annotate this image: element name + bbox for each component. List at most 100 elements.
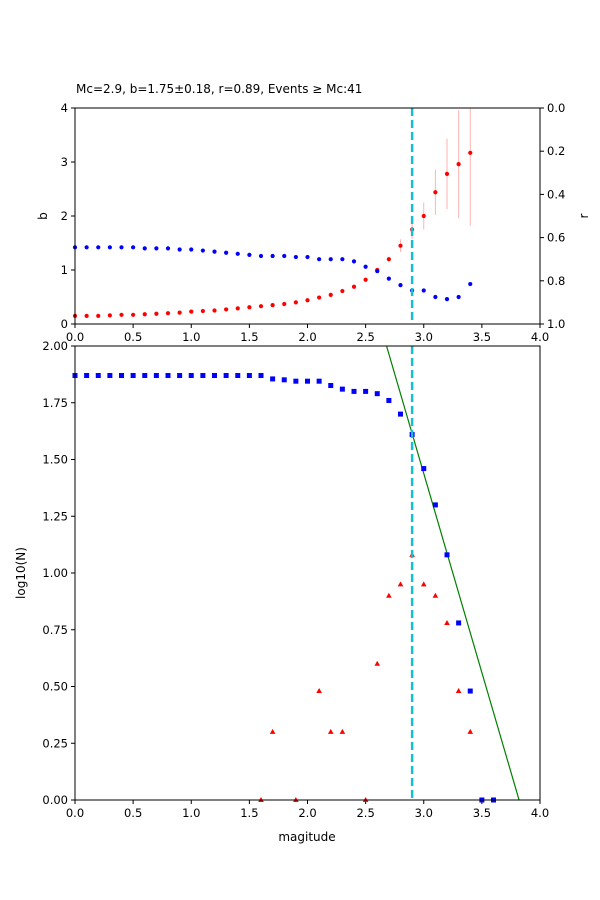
y-tick-label: 4 — [61, 101, 68, 115]
circle-marker — [200, 248, 205, 253]
y2-tick-label: 1.0 — [547, 317, 565, 331]
circle-marker — [96, 313, 101, 318]
circle-marker — [351, 259, 357, 264]
square-marker — [258, 373, 264, 379]
square-marker — [444, 552, 450, 558]
y-axis-title: b — [36, 212, 50, 220]
x-tick-label: 4.0 — [531, 330, 549, 344]
square-marker — [374, 391, 380, 397]
circle-marker — [165, 246, 171, 251]
circle-marker — [165, 311, 171, 316]
circle-marker — [84, 313, 89, 318]
x-tick-label: 0.5 — [124, 330, 142, 344]
y-tick-label: 1.50 — [42, 453, 68, 467]
square-marker — [386, 397, 392, 403]
square-marker — [305, 378, 310, 384]
triangle-marker — [444, 619, 450, 625]
circle-marker — [177, 247, 182, 252]
circle-marker — [84, 245, 89, 250]
triangle-marker — [386, 592, 392, 598]
square-marker — [316, 378, 322, 384]
circle-marker — [142, 312, 147, 317]
circle-marker — [386, 257, 391, 262]
y-axis-title: log10(N) — [14, 547, 28, 599]
chart-title: Mc=2.9, b=1.75±0.18, r=0.89, Events ≥ Mc… — [76, 82, 362, 96]
circle-marker — [328, 292, 333, 297]
y-tick-label: 0.75 — [42, 623, 68, 637]
y-tick-label: 1 — [61, 263, 68, 277]
x-tick-label: 3.0 — [415, 806, 433, 820]
square-marker — [235, 373, 241, 379]
y2-tick-label: 0.8 — [547, 274, 565, 288]
y2-tick-label: 0.2 — [547, 144, 565, 158]
circle-marker — [282, 253, 287, 259]
circle-marker — [154, 246, 159, 251]
triangle-marker — [455, 688, 462, 694]
circle-marker — [375, 268, 380, 274]
square-marker — [246, 373, 252, 379]
square-marker — [281, 377, 287, 383]
y-tick-label: 0 — [61, 317, 68, 331]
circle-marker — [177, 310, 182, 315]
circle-marker — [305, 254, 310, 260]
square-marker — [212, 373, 217, 379]
circle-marker — [421, 288, 426, 293]
square-marker — [363, 388, 369, 394]
circle-marker — [270, 253, 275, 259]
x-tick-label: 2.5 — [356, 806, 374, 820]
x-axis-title: magitude — [278, 830, 335, 844]
circle-marker — [270, 303, 275, 308]
y2-tick-label: 0.4 — [547, 187, 565, 201]
circle-marker — [212, 308, 217, 313]
circle-marker — [200, 308, 205, 314]
x-tick-label: 0.0 — [66, 330, 84, 344]
square-marker — [200, 373, 206, 379]
x-tick-label: 1.0 — [182, 806, 200, 820]
circle-marker — [247, 305, 252, 310]
y-tick-label: 0.25 — [42, 736, 68, 750]
y-tick-label: 0.00 — [42, 793, 68, 807]
x-tick-label: 2.5 — [356, 330, 374, 344]
x-tick-label: 4.0 — [531, 806, 549, 820]
circle-marker — [433, 190, 438, 195]
y-tick-label: 2.00 — [42, 339, 68, 353]
x-tick-label: 3.0 — [415, 330, 433, 344]
square-marker — [84, 373, 90, 379]
square-marker — [95, 373, 101, 379]
square-marker — [421, 466, 427, 472]
circle-marker — [468, 150, 473, 155]
circle-marker — [456, 294, 461, 300]
circle-marker — [131, 245, 136, 250]
fit-line — [385, 346, 520, 800]
axes-frame — [74, 107, 541, 325]
circle-marker — [433, 294, 438, 300]
triangle-marker — [316, 688, 322, 694]
square-marker — [328, 382, 334, 388]
circle-marker — [258, 304, 264, 309]
x-tick-label: 3.5 — [473, 330, 491, 344]
plot-area — [388, 108, 471, 262]
square-marker — [398, 411, 403, 417]
circle-marker — [224, 307, 229, 312]
circle-marker — [107, 245, 112, 250]
circle-marker — [258, 253, 264, 259]
circle-marker — [444, 297, 450, 302]
circle-marker — [224, 250, 229, 255]
x-tick-label: 0.0 — [66, 806, 84, 820]
circle-marker — [386, 276, 391, 281]
circle-marker — [317, 257, 322, 262]
triangle-marker — [374, 660, 381, 666]
square-marker — [153, 373, 159, 379]
triangle-marker — [327, 728, 334, 734]
x-tick-label: 0.5 — [124, 806, 142, 820]
square-marker — [293, 378, 299, 384]
y-tick-label: 1.25 — [42, 509, 68, 523]
circle-marker — [398, 283, 403, 288]
y-tick-label: 3 — [61, 155, 68, 169]
circle-marker — [468, 281, 473, 287]
circle-marker — [456, 162, 461, 167]
square-marker — [119, 373, 124, 379]
circle-marker — [363, 277, 368, 282]
x-tick-label: 3.5 — [473, 806, 491, 820]
